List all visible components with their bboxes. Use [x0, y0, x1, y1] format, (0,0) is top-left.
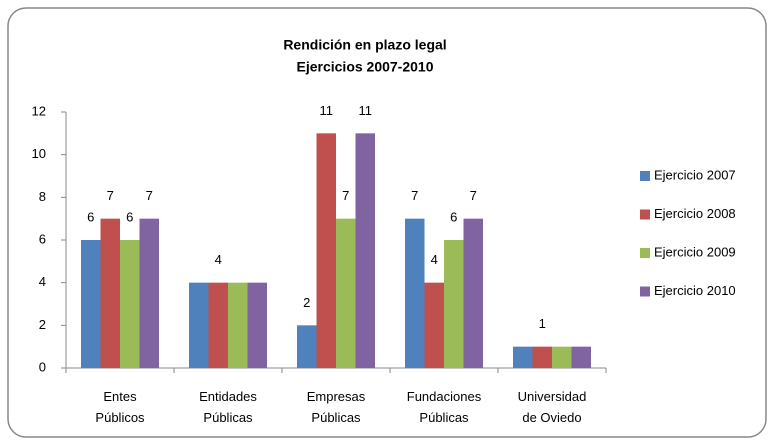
legend-label: Ejercicio 2009: [654, 244, 736, 259]
data-label: 7: [470, 188, 477, 203]
x-tick-label: Entes Públicos: [95, 389, 145, 425]
x-tick-label: Entidades Públicas: [199, 389, 257, 425]
legend-swatch: [640, 248, 650, 258]
y-tick-label: 2: [39, 317, 46, 332]
chart-subtitle: Ejercicios 2007-2010: [297, 59, 434, 75]
bar: [208, 282, 228, 368]
bar: [247, 282, 267, 368]
bar: [228, 282, 248, 368]
bar: [189, 282, 209, 368]
data-label: 1: [539, 316, 546, 331]
x-tick-label: Empresas Públicas: [307, 389, 366, 425]
y-tick-label: 4: [39, 274, 46, 289]
bar: [139, 218, 159, 368]
bar: [444, 240, 464, 368]
data-label: 11: [320, 103, 334, 118]
bar: [297, 325, 317, 368]
bar: [100, 218, 120, 368]
data-label: 6: [87, 209, 94, 224]
data-label: 6: [450, 209, 457, 224]
data-label: 7: [342, 188, 349, 203]
bar: [513, 346, 533, 368]
legend-swatch: [640, 286, 650, 297]
data-label: 4: [215, 252, 222, 267]
bar: [463, 218, 483, 368]
data-label: 11: [359, 103, 373, 118]
x-tick-label: Fundaciones Públicas: [407, 389, 482, 425]
legend-swatch: [640, 209, 650, 220]
y-tick-label: 0: [39, 359, 46, 374]
legend-label: Ejercicio 2008: [654, 206, 736, 221]
bar: [405, 218, 425, 368]
x-tick-label: Universidad de Oviedo: [518, 389, 587, 425]
data-label: 7: [107, 188, 114, 203]
bar: [552, 346, 572, 368]
bar: [355, 133, 375, 368]
y-tick-label: 10: [32, 146, 46, 161]
bar: [316, 133, 336, 368]
legend-label: Ejercicio 2010: [654, 283, 736, 298]
y-tick-label: 6: [39, 231, 46, 246]
bar: [532, 346, 552, 368]
data-label: 4: [431, 252, 438, 267]
bar: [81, 240, 101, 368]
chart-title: Rendición en plazo legal: [283, 37, 446, 53]
bar: [424, 282, 444, 368]
y-tick-label: 8: [39, 189, 46, 204]
legend-swatch: [640, 171, 650, 181]
data-label: 7: [411, 188, 418, 203]
bar: [571, 346, 591, 368]
bar: [120, 240, 140, 368]
bar: [336, 218, 356, 368]
data-label: 7: [146, 188, 153, 203]
data-label: 2: [303, 295, 310, 310]
data-label: 6: [126, 209, 133, 224]
y-tick-label: 12: [32, 103, 46, 118]
legend-label: Ejercicio 2007: [654, 167, 736, 182]
